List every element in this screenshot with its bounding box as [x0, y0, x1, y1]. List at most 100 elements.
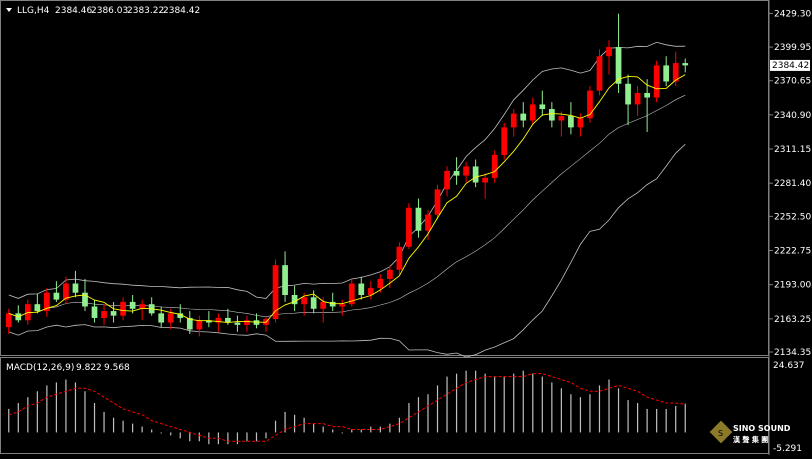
macd-bar [560, 388, 562, 433]
macd-bar [532, 373, 534, 433]
macd-bar [570, 394, 572, 433]
macd-bar [675, 405, 677, 433]
y-tick-label: 2370.65 [774, 77, 811, 87]
macd-bar [27, 397, 29, 433]
current-price-marker: 2384.42 [770, 59, 810, 71]
y-tick-label: 2222.75 [774, 247, 811, 257]
candle [548, 102, 555, 128]
macd-bar [189, 432, 191, 442]
candle [139, 299, 146, 321]
y-tick-label: 2429.30 [774, 9, 811, 19]
y-tick-label: 2340.90 [774, 111, 811, 121]
macd-bar [484, 373, 486, 433]
macd-bar [341, 432, 343, 434]
macd-bar [17, 403, 19, 433]
macd-bar [684, 403, 686, 433]
candle [205, 311, 212, 328]
candle [663, 56, 670, 87]
macd-signal-line [8, 373, 686, 442]
sino-sound-logo: S SINO SOUND 漢 聲 集 團 [709, 420, 791, 444]
macd-bar [132, 423, 134, 433]
candle [234, 315, 241, 332]
y-tick-label: 2281.40 [774, 179, 811, 189]
y-tick: 2163.25 [769, 315, 811, 325]
candle [406, 203, 412, 250]
candle [463, 161, 469, 183]
candle [63, 276, 69, 305]
candle [148, 297, 155, 316]
y-tick: 2252.50 [769, 212, 811, 222]
ma-line [8, 74, 686, 324]
macd-bar [427, 394, 429, 433]
candle [110, 301, 117, 323]
candle [501, 122, 508, 160]
macd-bar [198, 432, 200, 442]
candle [387, 265, 393, 289]
macd-bar [541, 376, 543, 433]
macd-bar [322, 426, 324, 433]
candle [625, 74, 631, 126]
macd-bar [370, 426, 372, 433]
candle [577, 113, 584, 137]
candle [253, 313, 260, 329]
y-tick-label: 2399.95 [774, 43, 811, 53]
candle [634, 86, 641, 116]
macd-bar [313, 423, 315, 433]
candle [186, 311, 193, 335]
macd-bar [36, 391, 38, 433]
candle [329, 292, 336, 312]
macd-bar [46, 385, 48, 433]
y-tick-label: 2134.35 [774, 348, 811, 358]
symbol-label: LLG,H4 [17, 6, 50, 16]
candle [510, 109, 517, 137]
candle [653, 60, 660, 103]
candle [72, 270, 79, 298]
candle [558, 111, 565, 137]
open-value: 2384.46 [55, 6, 92, 16]
candle [120, 297, 126, 321]
macd-bar [332, 429, 334, 433]
y-tick: 2222.75 [769, 247, 811, 257]
candle [339, 299, 346, 316]
candle [272, 259, 279, 323]
candle [520, 102, 527, 128]
candle [129, 295, 136, 314]
macd-bar [417, 397, 420, 433]
macd-bar [8, 408, 10, 433]
y-tick: 2134.35 [769, 348, 811, 358]
candle [101, 304, 107, 325]
candlestick-series [5, 13, 689, 337]
y-tick-label: 2193.00 [774, 281, 811, 291]
macd-bar [579, 397, 582, 433]
candle [5, 308, 12, 335]
macd-bar [455, 373, 458, 433]
candle [196, 315, 203, 337]
macd-bar [293, 414, 296, 433]
candle [606, 40, 612, 75]
macd-bar [84, 391, 86, 433]
candle [177, 304, 184, 323]
macd-bar [160, 432, 162, 434]
dropdown-triangle-icon[interactable] [6, 8, 12, 12]
macd-bar [170, 432, 172, 436]
macd-bar [55, 382, 58, 433]
candle [358, 276, 365, 300]
candle [91, 299, 98, 323]
macd-bar [446, 376, 448, 433]
macd-bar [351, 429, 353, 433]
low-value: 2383.22 [127, 6, 164, 16]
bollinger-bands [8, 41, 686, 358]
candle [682, 58, 689, 73]
macd-bar [236, 432, 239, 445]
candle [529, 97, 536, 126]
macd-main-value: 9.822 [76, 363, 102, 373]
y-tick: 2429.30 [769, 9, 811, 19]
y-tick: 2311.15 [769, 145, 811, 155]
candle [482, 173, 489, 199]
y-tick: 2281.40 [769, 179, 811, 189]
candle [434, 184, 441, 220]
macd-bar [636, 403, 639, 433]
macd-bar [627, 400, 629, 433]
